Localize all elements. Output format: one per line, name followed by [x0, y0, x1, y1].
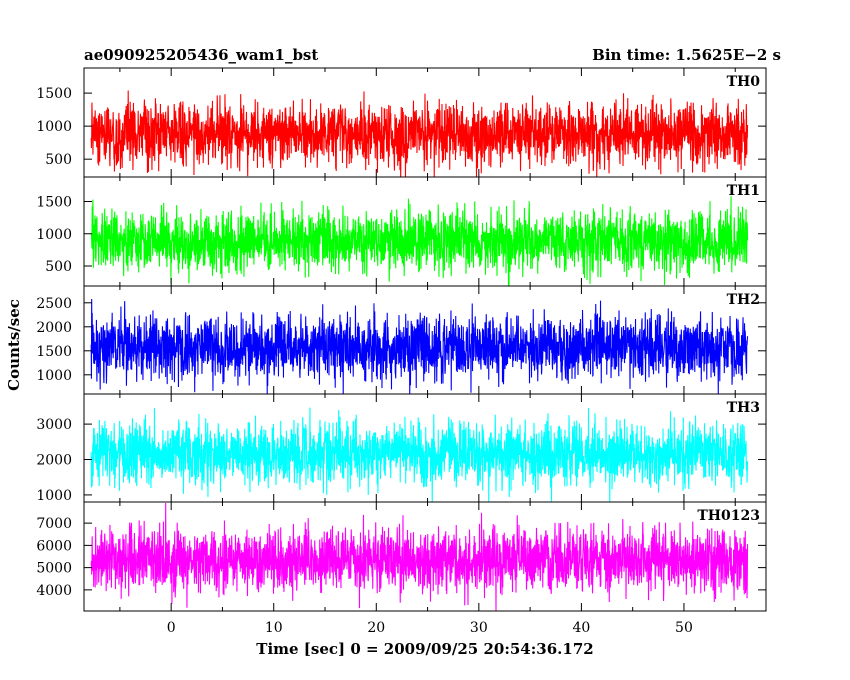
y-tick-label: 3000 — [36, 417, 72, 433]
panel-name-label: TH2 — [727, 292, 760, 308]
x-tick-label: 40 — [572, 620, 590, 636]
panel-th3: 1000 2000 3000 TH3 — [36, 393, 767, 504]
y-tick-label: 2000 — [36, 453, 72, 469]
y-tick-label: 500 — [45, 259, 72, 275]
y-tick-label: 4000 — [36, 583, 72, 599]
panel-th1: 500 1000 1500 TH1 — [36, 176, 767, 287]
y-tick-label: 1000 — [36, 227, 72, 243]
y-tick-label: 2500 — [36, 296, 72, 312]
panels-group: 50010001500TH050010001500TH1100015002000… — [36, 67, 767, 636]
y-tick-label: 1500 — [36, 344, 72, 360]
x-axis-label: Time [sec] 0 = 2009/09/25 20:54:36.172 — [256, 640, 593, 658]
x-tick-label: 20 — [367, 620, 385, 636]
panel-name-label: TH0123 — [697, 508, 760, 524]
series-line-th1 — [90, 196, 749, 286]
series-line-th2 — [90, 299, 749, 394]
panel-name-label: TH0 — [727, 74, 761, 90]
x-tick-label: 10 — [265, 620, 283, 636]
panel-name-label: TH1 — [727, 183, 760, 199]
y-tick-label: 500 — [45, 152, 72, 168]
x-tick-label: 50 — [675, 620, 693, 636]
panel-th0123: 4000 5000 6000 7000 TH0123 — [36, 501, 767, 612]
y-tick-label: 5000 — [36, 561, 72, 577]
panel-th2: 1000 1500 2000 2500 TH2 — [36, 285, 767, 395]
y-tick-label: 1000 — [36, 119, 72, 135]
x-tick-label: 30 — [470, 620, 488, 636]
bin-time-label: Bin time: 1.5625E−2 s — [592, 46, 781, 64]
y-axis-label: Counts/sec — [5, 299, 23, 391]
panel-frame — [83, 501, 767, 612]
panel-name-label: TH3 — [727, 400, 760, 416]
y-tick-label: 1500 — [36, 86, 72, 102]
series-line-th0123 — [90, 503, 749, 611]
y-tick-label: 6000 — [36, 538, 72, 554]
y-tick-label: 2000 — [36, 320, 72, 336]
x-tick-label: 0 — [167, 620, 176, 636]
y-tick-label: 1500 — [36, 195, 72, 211]
panel-th0: 500 1000 1500 TH0 — [36, 67, 767, 178]
series-line-th3 — [90, 407, 749, 502]
y-tick-label: 1000 — [36, 488, 72, 504]
series-line-th0 — [90, 90, 749, 177]
chart-title: ae090925205436_wam1_bst — [84, 46, 318, 64]
y-tick-label: 1000 — [36, 368, 72, 384]
y-tick-label: 7000 — [36, 516, 72, 532]
